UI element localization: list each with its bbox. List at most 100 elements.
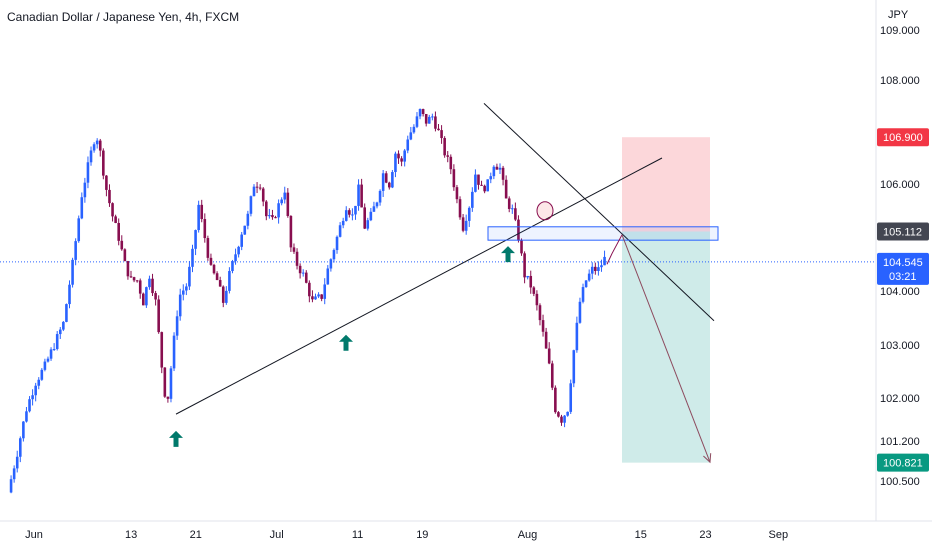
candle-body (52, 349, 56, 351)
candle-body (317, 294, 320, 297)
candle-body (446, 155, 450, 157)
stop-loss-zone (622, 137, 710, 232)
candle-body (566, 411, 569, 416)
projection-lead (606, 234, 623, 265)
candle-body (584, 280, 588, 288)
candle-body (329, 259, 333, 269)
candle-body (169, 368, 173, 399)
candle-body (271, 215, 274, 218)
candle-body (557, 412, 560, 417)
candle-body (467, 207, 471, 221)
candle-body (572, 350, 576, 384)
candle-body (89, 150, 93, 163)
candle-body (255, 186, 259, 188)
candle-body (400, 158, 403, 162)
candle-body (114, 216, 117, 223)
candle-body (538, 305, 542, 321)
candle-body (486, 179, 489, 192)
candle-body (532, 287, 536, 294)
time-tick-label: 19 (416, 529, 428, 541)
candle-body (298, 265, 302, 274)
candle-body (261, 188, 265, 202)
candle-body (120, 240, 124, 250)
candle-body (283, 192, 287, 200)
candle-body (148, 278, 151, 288)
time-tick-label: Jun (25, 529, 43, 541)
candle-body (391, 172, 394, 188)
candle-body (550, 363, 554, 388)
candle-body (206, 238, 210, 258)
candle-body (495, 166, 499, 170)
candle-body (15, 456, 19, 469)
candle-body (323, 284, 327, 299)
price-label-current (877, 252, 929, 285)
candle-body (544, 331, 548, 349)
candle-body (452, 169, 456, 188)
candle-body (560, 416, 563, 423)
candle-body (58, 329, 62, 335)
price-tick-label: 104.000 (880, 286, 920, 298)
candle-body (157, 299, 160, 333)
candle-body (83, 182, 87, 198)
candle-body (526, 275, 529, 278)
candle-body (357, 184, 360, 206)
candle-body (46, 358, 50, 362)
candle-body (289, 215, 293, 248)
candle-body (434, 116, 437, 129)
time-tick-label: 13 (125, 529, 137, 541)
candle-body (427, 116, 431, 124)
candle-body (381, 173, 385, 191)
candle-body (412, 126, 416, 133)
candle-body (354, 205, 357, 215)
candle-body (600, 265, 603, 268)
price-tick-label: 108.000 (880, 75, 920, 87)
candle-body (258, 187, 262, 189)
candle-body (55, 334, 59, 350)
candle-body (603, 256, 606, 266)
candle-body (375, 202, 379, 207)
candle-body (215, 273, 219, 281)
candle-body (175, 316, 179, 336)
price-tick-label: 109.000 (880, 25, 920, 37)
candle-body (437, 128, 440, 131)
candle-body (40, 369, 44, 380)
price-label-value: 100.821 (883, 458, 923, 470)
candle-body (135, 280, 139, 282)
up-arrow-icon (501, 246, 515, 263)
highlight-circle (536, 201, 554, 221)
candle-body (19, 438, 22, 457)
price-label-entry (877, 222, 929, 241)
candle-body (464, 220, 468, 231)
candle-body (344, 210, 348, 221)
candle-body (191, 248, 194, 267)
candle-body (160, 332, 164, 368)
candle-body (71, 259, 74, 285)
candle-body (449, 156, 453, 170)
candle-body (326, 268, 330, 285)
price-tick-label: 101.200 (880, 436, 920, 448)
candle-body (403, 150, 406, 162)
price-tick-label: 103.000 (880, 340, 920, 352)
candle-body (569, 383, 573, 412)
candle-body (366, 220, 370, 229)
candle-body (492, 166, 496, 177)
candle-body (65, 304, 68, 322)
candle-body (369, 211, 373, 221)
chart-title: Canadian Dollar / Japanese Yen, 4h, FXCM (7, 10, 240, 24)
candle-body (295, 251, 299, 266)
candle-body (154, 293, 157, 300)
candle-body (203, 219, 207, 239)
time-tick-label: 21 (190, 529, 202, 541)
price-label-value: 105.112 (883, 227, 922, 239)
candle-body (126, 261, 130, 277)
candle-body (237, 246, 240, 255)
candle-body (415, 116, 419, 127)
candle-body (172, 335, 176, 369)
candles (9, 108, 606, 494)
candle-body (218, 280, 222, 287)
price-tick-label: 102.000 (880, 393, 920, 405)
candle-body (351, 214, 354, 216)
candle-body (301, 272, 305, 274)
